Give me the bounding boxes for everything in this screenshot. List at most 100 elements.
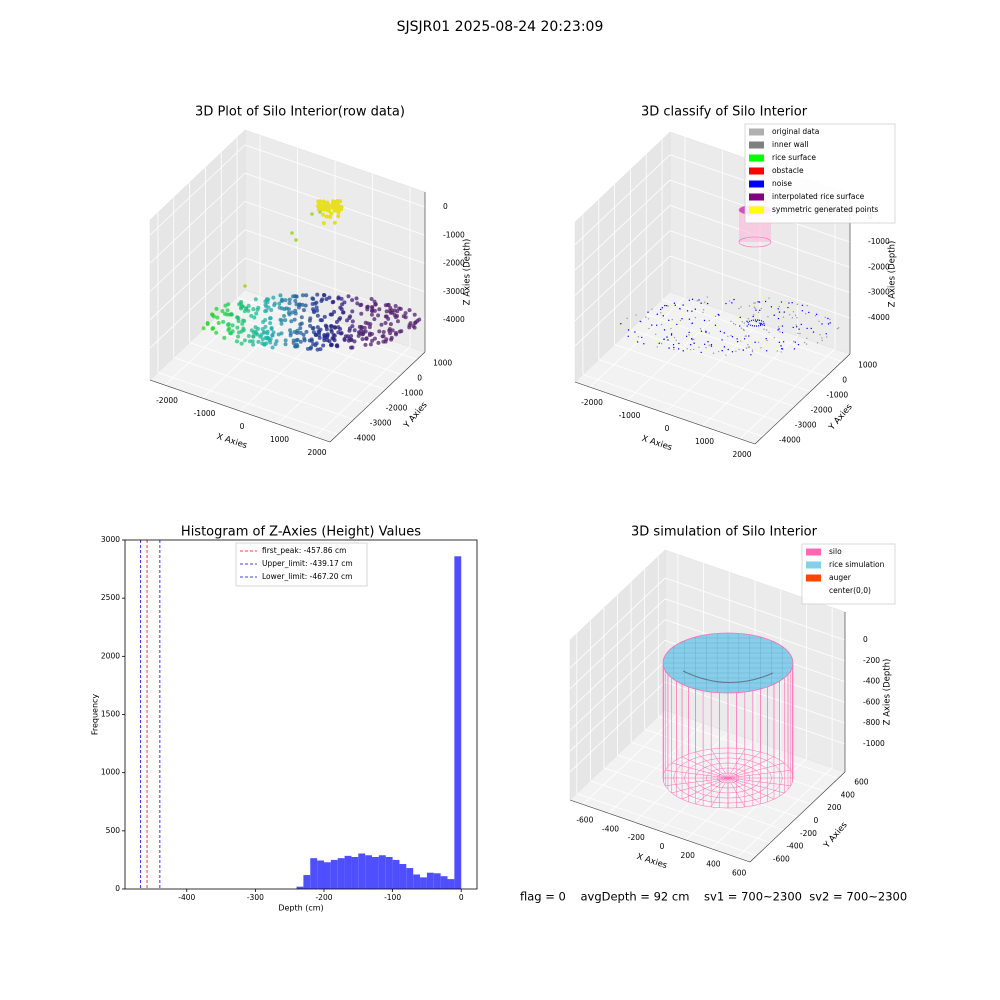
point-cloud [764,300,767,303]
point-cloud [301,332,306,337]
point-cloud [776,350,779,352]
point-cloud [782,316,785,318]
point-cloud [796,303,799,306]
point-cloud [693,338,695,341]
rice-ridge [682,670,774,683]
point-cloud [348,314,353,319]
legend-label: inner wall [772,140,809,149]
point-cloud [355,301,360,306]
axis-line [569,799,751,863]
axis-line [754,353,851,445]
grid-line [664,681,846,745]
point-cloud [739,316,741,319]
point-cloud [280,297,285,302]
point-cloud [689,349,692,351]
point-cloud [725,302,727,305]
point-cloud [332,309,337,314]
chart-title: 3D classify of Silo Interior [641,105,808,120]
point-cloud [258,334,263,339]
point-cloud [361,331,366,336]
point-cloud [407,323,412,328]
point-cloud [742,349,745,351]
point-cloud [290,310,295,315]
x-tick-label: 0 [660,842,665,851]
point-cloud [754,341,756,343]
point-cloud [322,314,327,319]
point-cloud [260,337,265,342]
bar [372,857,379,889]
point-cloud [412,312,417,317]
point-cloud [753,306,756,308]
legend-swatch [749,154,764,162]
bar [296,886,304,889]
point-cloud [236,319,241,324]
point-cloud [270,345,275,350]
grid-line [574,179,671,271]
point-cloud [335,343,340,348]
z-tick-label: 0 [863,635,868,644]
point-cloud [321,292,326,297]
point-cloud [691,298,694,301]
point-cloud [310,326,315,331]
point-cloud [714,315,717,318]
point-cloud [322,338,327,343]
point-cloud [740,327,743,329]
y-tick-label: -1000 [826,391,848,400]
y-axis-label: Frequency [91,694,100,736]
point-cloud [315,313,320,318]
point-cloud [283,298,288,303]
point-cloud [260,327,265,332]
point-cloud [703,319,706,322]
y-tick-label: 1000 [101,768,120,777]
point-cloud [300,293,305,298]
x-tick-label: -100 [384,893,401,902]
point-cloud [313,333,318,338]
point-cloud [641,336,643,339]
z-tick-label: 0 [443,202,448,211]
silo-wire [727,777,791,787]
x-tick-label: -400 [602,824,619,833]
x-axis-label: X Axies [640,434,673,453]
point-cloud [796,317,798,319]
point-cloud [777,329,779,331]
point-cloud [308,323,313,328]
point-cloud [239,341,244,346]
z-tick-label: -4000 [443,315,465,324]
point-cloud [672,344,675,346]
point-cloud [336,296,341,301]
point-cloud [730,320,732,323]
point-cloud [773,314,775,316]
point-cloud [329,211,334,216]
point-cloud [265,336,270,341]
point-cloud [627,335,629,337]
y-tick-label: 3000 [101,535,120,544]
grid-line [627,309,723,401]
point-cloud [332,208,337,213]
point-cloud [286,310,291,315]
point-cloud [780,351,782,353]
silo-wire [681,777,729,800]
y-tick-label: -2000 [386,404,408,413]
point-cloud [792,326,794,329]
point-cloud [269,307,274,312]
point-cloud [261,330,266,335]
point-cloud [740,340,742,342]
point-cloud [746,320,748,322]
point-cloud [368,342,373,347]
point-cloud [734,323,737,326]
point-cloud [305,346,310,351]
point-cloud [647,311,649,313]
z-tick-label: -3000 [868,288,890,297]
point-cloud [359,302,364,307]
x-tick-label: 1000 [695,437,714,446]
point-cloud [320,297,325,302]
point-cloud [770,306,773,308]
point-cloud [782,341,785,343]
point-cloud [327,295,332,300]
point-cloud [377,307,382,312]
point-cloud [805,343,808,345]
y-axis-label: Y Axies [822,820,850,851]
bar [454,556,462,889]
grid-line [630,329,811,392]
x-tick-label: -2000 [581,398,603,407]
